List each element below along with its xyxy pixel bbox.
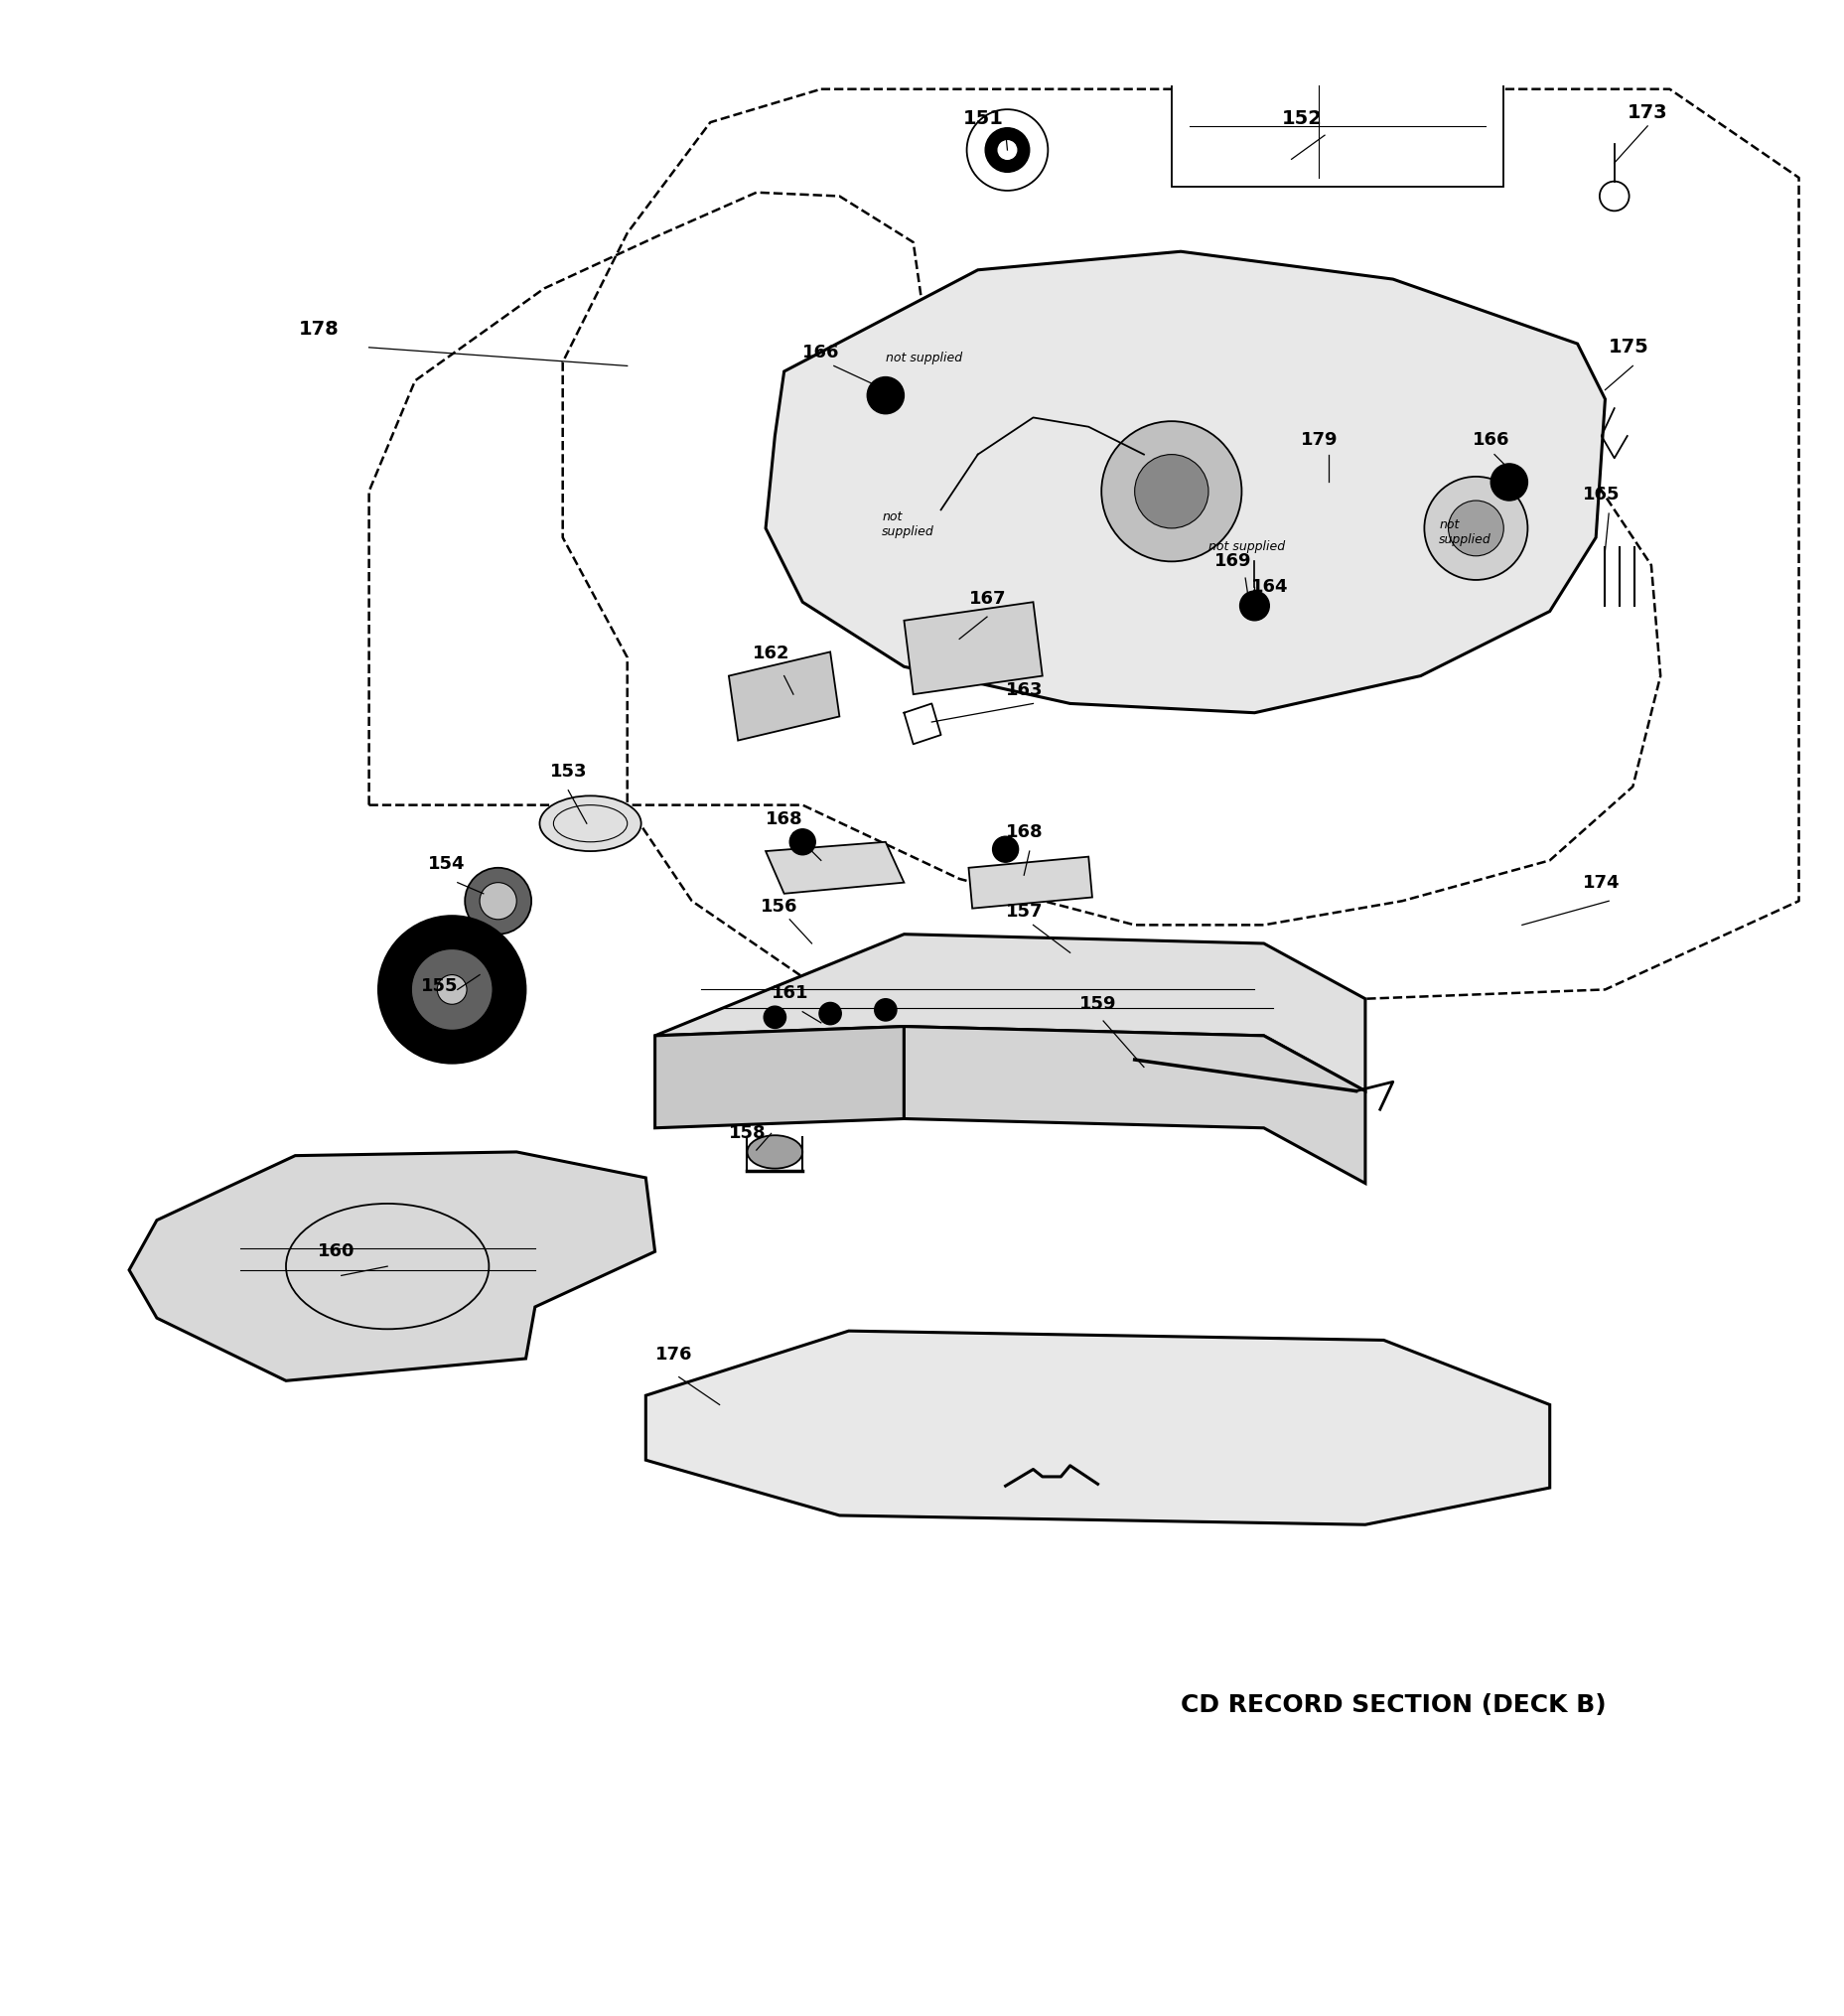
Polygon shape [904,1026,1365,1183]
Polygon shape [655,1026,904,1127]
Text: not supplied: not supplied [1208,540,1285,552]
Circle shape [465,867,531,933]
Text: 154: 154 [428,855,465,873]
Text: 169: 169 [1213,552,1250,571]
Text: 156: 156 [760,897,797,915]
Circle shape [867,377,904,413]
Text: 158: 158 [728,1125,765,1143]
Text: 152: 152 [1282,109,1322,129]
Circle shape [1134,454,1208,528]
Circle shape [378,915,526,1062]
Text: 151: 151 [963,109,1003,129]
Text: 155: 155 [420,978,457,994]
Circle shape [1448,500,1503,556]
Circle shape [763,1006,786,1028]
Text: 164: 164 [1250,579,1287,597]
Text: 176: 176 [655,1347,692,1365]
Text: 160: 160 [317,1242,354,1260]
Text: 159: 159 [1079,996,1116,1014]
Text: 168: 168 [765,810,802,829]
Text: 165: 165 [1582,486,1619,504]
Ellipse shape [538,796,642,851]
Ellipse shape [747,1135,802,1169]
Polygon shape [904,603,1042,694]
Text: 162: 162 [752,645,789,663]
Text: not
supplied: not supplied [1438,518,1490,546]
Text: 166: 166 [1472,431,1508,450]
Text: CD RECORD SECTION (DECK B): CD RECORD SECTION (DECK B) [1180,1693,1606,1718]
Circle shape [789,829,815,855]
Circle shape [1424,476,1527,581]
Circle shape [874,998,896,1020]
Polygon shape [765,252,1604,714]
Circle shape [437,976,467,1004]
Text: 168: 168 [1005,825,1042,841]
Polygon shape [968,857,1092,909]
Text: 161: 161 [771,984,808,1002]
Text: 163: 163 [1005,681,1042,700]
Circle shape [985,127,1029,171]
Circle shape [1490,464,1527,500]
Circle shape [819,1002,841,1024]
Circle shape [1101,421,1241,562]
Polygon shape [765,843,904,893]
Circle shape [992,837,1018,863]
FancyBboxPatch shape [1171,67,1503,187]
Text: 179: 179 [1300,431,1337,450]
Text: 167: 167 [968,589,1005,607]
Text: 166: 166 [802,345,839,363]
Text: 175: 175 [1608,339,1649,357]
Polygon shape [655,933,1365,1091]
Text: not supplied: not supplied [885,353,963,365]
Polygon shape [645,1331,1549,1524]
Text: 178: 178 [299,321,339,339]
Text: 157: 157 [1005,903,1042,921]
Text: 173: 173 [1626,103,1667,123]
Polygon shape [728,651,839,740]
Text: 153: 153 [550,762,586,780]
Circle shape [998,141,1016,159]
Text: not
supplied: not supplied [881,510,933,538]
Circle shape [411,950,492,1030]
Text: 174: 174 [1582,873,1619,891]
Circle shape [479,883,516,919]
Polygon shape [129,1151,655,1381]
Circle shape [1239,591,1269,621]
